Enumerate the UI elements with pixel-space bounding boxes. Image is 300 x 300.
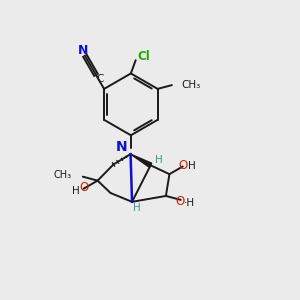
Text: N: N bbox=[78, 44, 89, 57]
Text: H: H bbox=[188, 160, 196, 171]
Text: N: N bbox=[116, 140, 128, 154]
Text: O: O bbox=[176, 195, 185, 208]
Text: Cl: Cl bbox=[138, 50, 150, 63]
Text: O: O bbox=[179, 158, 188, 172]
Text: C: C bbox=[96, 74, 103, 84]
Text: CH₃: CH₃ bbox=[181, 80, 200, 89]
Text: H: H bbox=[155, 155, 163, 165]
Text: ·H: ·H bbox=[184, 198, 195, 208]
Text: H: H bbox=[72, 186, 80, 196]
Text: CH₃: CH₃ bbox=[53, 170, 72, 180]
Polygon shape bbox=[130, 154, 152, 167]
Text: H: H bbox=[134, 203, 141, 213]
Text: O: O bbox=[80, 181, 89, 194]
